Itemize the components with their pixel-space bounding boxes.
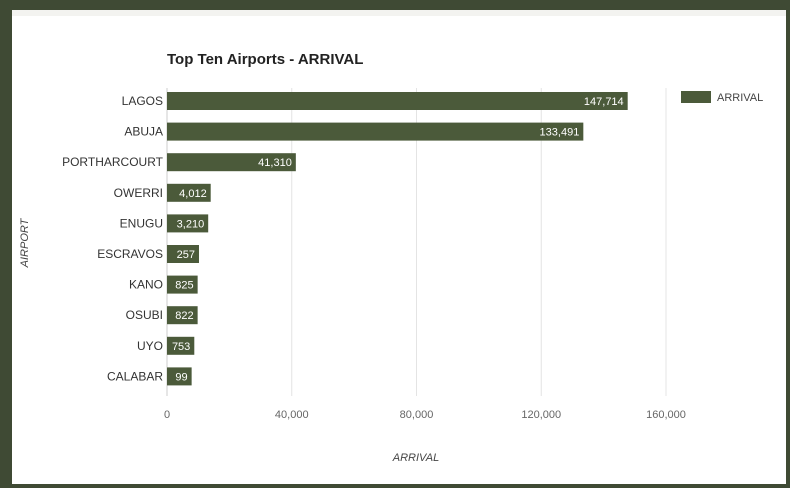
bar — [167, 92, 628, 110]
data-label: 753 — [172, 341, 190, 353]
x-tick-labels: 0 40,000 80,000 120,000 160,000 — [164, 409, 686, 421]
data-label: 257 — [177, 249, 195, 261]
category-label: PORTHARCOURT — [62, 155, 164, 169]
data-label: 822 — [175, 310, 193, 322]
category-label: OSUBI — [126, 308, 163, 322]
legend-label: ARRIVAL — [717, 92, 763, 104]
x-axis-title: ARRIVAL — [392, 452, 439, 464]
category-label: OWERRI — [114, 186, 163, 200]
bar — [167, 336, 195, 355]
category-labels: LAGOS ABUJA PORTHARCOURT OWERRI ENUGU ESCRAVO… — [62, 94, 164, 383]
category-label: ESCRAVOS — [97, 247, 163, 261]
frame-border-left — [0, 0, 12, 488]
data-label: 4,012 — [179, 188, 207, 200]
chart-title: Top Ten Airports - ARRIVAL — [167, 51, 363, 68]
x-tick-label: 0 — [164, 409, 170, 421]
x-tick-label: 40,000 — [275, 409, 309, 421]
bar — [167, 122, 584, 141]
data-label: 825 — [175, 280, 193, 292]
bar — [167, 214, 209, 233]
x-tick-label: 160,000 — [646, 409, 686, 421]
data-label: 147,714 — [584, 96, 624, 108]
bar — [167, 306, 198, 325]
bars: 147,714 133,491 41,310 4,012 3,210 257 825 822 7… — [167, 92, 628, 386]
bar — [167, 367, 192, 386]
x-tick-label: 80,000 — [400, 409, 434, 421]
category-label: UYO — [137, 339, 163, 353]
legend[interactable]: ARRIVAL — [681, 91, 763, 104]
legend-swatch — [681, 91, 711, 103]
data-label: 99 — [175, 371, 187, 383]
frame-border-bottom — [0, 484, 790, 488]
y-axis-title: AIRPORT — [19, 217, 31, 268]
data-label: 133,491 — [540, 127, 580, 139]
frame-border-right — [786, 0, 790, 488]
category-label: ENUGU — [120, 216, 163, 230]
data-label: 3,210 — [177, 218, 205, 230]
frame-border-top — [0, 0, 790, 10]
category-label: ABUJA — [124, 125, 163, 139]
bar — [167, 275, 198, 294]
category-label: CALABAR — [107, 369, 163, 383]
frame-inner-rule — [12, 10, 786, 16]
x-tick-label: 120,000 — [521, 409, 561, 421]
bar — [167, 153, 296, 172]
category-label: LAGOS — [122, 94, 163, 108]
bar — [167, 183, 211, 202]
bar — [167, 245, 199, 263]
data-label: 41,310 — [258, 157, 292, 169]
category-label: KANO — [129, 278, 163, 292]
